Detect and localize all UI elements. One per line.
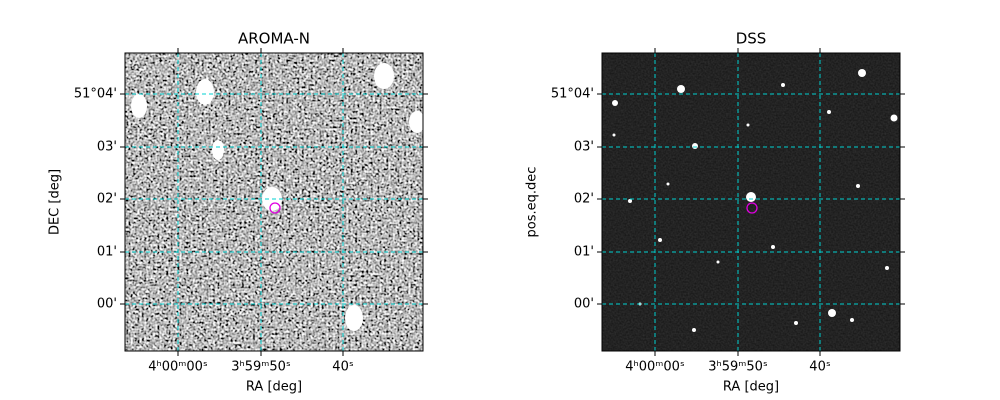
y-tick-label: 01' <box>97 245 117 260</box>
y-axis-label: DEC [deg] <box>48 169 63 235</box>
x-tick-label: 40ˢ <box>332 360 354 375</box>
panel-title: AROMA-N <box>238 30 310 48</box>
y-axis-label: pos.eq.dec <box>525 167 540 238</box>
dss-image <box>602 53 900 351</box>
axes-frame <box>124 52 424 352</box>
axes-frame <box>601 52 901 352</box>
y-tick-label: 00' <box>97 297 117 312</box>
panel-title: DSS <box>736 30 767 48</box>
y-tick-label: 51°04' <box>551 87 594 102</box>
target-marker <box>269 202 281 214</box>
y-tick-label: 02' <box>574 192 594 207</box>
target-marker <box>746 202 758 214</box>
x-tick-label: 3ʰ59ᵐ50ˢ <box>231 360 291 375</box>
y-tick-label: 02' <box>97 192 117 207</box>
x-tick-label: 3ʰ59ᵐ50ˢ <box>708 360 768 375</box>
y-tick-label: 01' <box>574 245 594 260</box>
y-tick-label: 51°04' <box>74 87 117 102</box>
y-tick-label: 03' <box>574 140 594 155</box>
aroma-image <box>125 53 423 351</box>
y-tick-label: 00' <box>574 297 594 312</box>
x-tick-label: 4ʰ00ᵐ00ˢ <box>148 360 208 375</box>
x-axis-label: RA [deg] <box>723 380 779 395</box>
y-tick-label: 03' <box>97 140 117 155</box>
x-tick-label: 40ˢ <box>809 360 831 375</box>
x-axis-label: RA [deg] <box>246 380 302 395</box>
x-tick-label: 4ʰ00ᵐ00ˢ <box>625 360 685 375</box>
